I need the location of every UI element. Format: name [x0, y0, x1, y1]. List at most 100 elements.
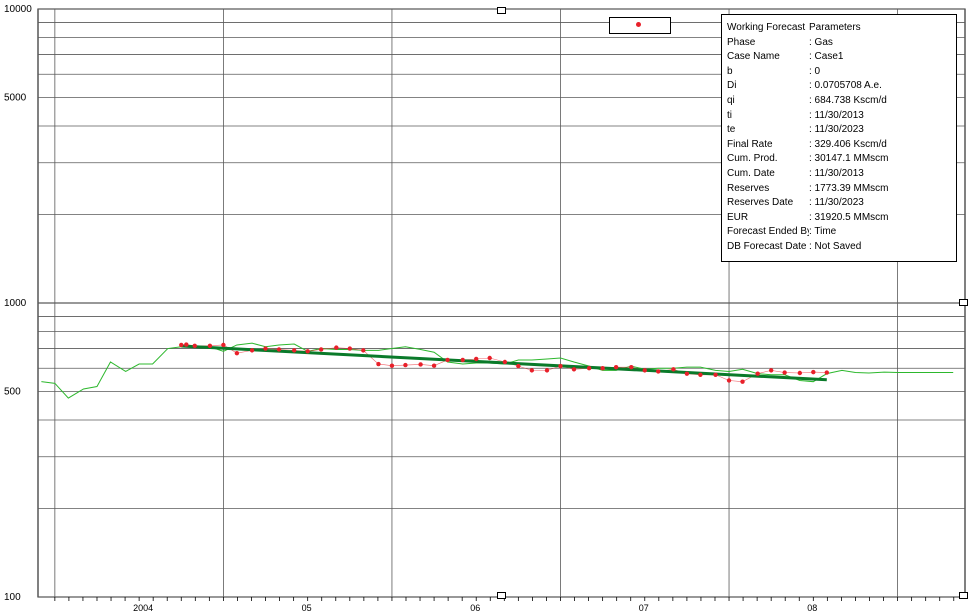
parameter-row: Reserves Date : 11/30/2023: [727, 196, 956, 211]
data-point: [544, 368, 550, 373]
data-point: [797, 370, 803, 376]
data-point: [487, 355, 492, 361]
parameter-row: EUR : 31920.5 MMscm: [727, 211, 956, 226]
data-point: [207, 343, 213, 349]
x-tick-label: 07: [639, 603, 649, 613]
parameter-value: : Time: [809, 226, 837, 238]
parameter-value: : 31920.5 MMscm: [809, 211, 889, 223]
parameter-value: : 1773.39 MMscm: [809, 182, 889, 194]
y-axis-ticks: 10000 5000 1000 500 100: [4, 4, 32, 603]
data-point: [418, 362, 423, 367]
data-point: [529, 368, 535, 373]
parameter-key: b: [727, 65, 733, 77]
data-point: [184, 342, 189, 347]
parameters-panel: Working Forecast Parameters Phase : Gas Ca…: [721, 14, 957, 262]
parameter-row: DB Forecast Date: Not Saved: [727, 240, 956, 255]
data-point: [221, 342, 226, 348]
legend-marker-icon: [636, 22, 641, 27]
parameter-row: Forecast Ended By: Time: [727, 225, 956, 240]
data-point: [502, 359, 508, 365]
y-tick-label: 5000: [4, 93, 27, 104]
parameters-header-key: Working Forecast: [727, 22, 806, 33]
parameter-key: Cum. Prod.: [727, 153, 778, 165]
points-connector-line: [181, 344, 827, 382]
data-point: [782, 370, 787, 375]
parameter-key: Reserves Date: [727, 197, 794, 209]
data-point: [474, 356, 479, 362]
parameter-row: b : 0: [727, 65, 956, 80]
data-point: [713, 372, 718, 377]
x-tick-label: 08: [807, 603, 817, 613]
parameters-header: Working Forecast Parameters: [727, 21, 956, 36]
data-point: [263, 346, 268, 351]
parameter-key: Case Name: [727, 51, 780, 63]
data-point: [276, 347, 282, 352]
data-point: [445, 357, 450, 363]
parameter-value: : 0: [809, 65, 821, 77]
x-tick-label: 2004: [133, 603, 153, 613]
data-point: [726, 378, 732, 383]
legend[interactable]: [609, 17, 671, 34]
parameter-key: Forecast Ended By: [727, 226, 809, 238]
parameter-value: : Gas: [809, 36, 833, 48]
data-point: [586, 366, 592, 371]
data-point: [403, 362, 408, 368]
parameter-key: Phase: [727, 36, 756, 48]
parameter-value: : 11/30/2013: [809, 109, 864, 121]
parameter-row: Di : 0.0705708 A.e.: [727, 79, 956, 94]
parameter-row: ti : 11/30/2013: [727, 109, 956, 124]
parameter-key: Di: [727, 80, 737, 92]
data-point: [192, 343, 197, 349]
data-point: [318, 347, 324, 352]
data-point: [347, 346, 353, 351]
x-axis-ticks: 2004 05 06 07 08: [133, 603, 817, 613]
parameter-row: te: 11/30/2023: [727, 123, 956, 138]
data-point: [768, 368, 774, 373]
parameter-value: : 30147.1 MMscm: [809, 153, 889, 165]
parameter-row: Cum. Prod. : 30147.1 MMscm: [727, 152, 956, 167]
parameter-value: : 329.406 Kscm/d: [809, 138, 887, 150]
data-point: [613, 364, 619, 370]
parameter-value: : 11/30/2023: [809, 124, 864, 136]
data-point: [571, 367, 577, 372]
data-point: [755, 371, 760, 376]
x-tick-label: 06: [470, 603, 480, 613]
data-point: [376, 361, 381, 367]
parameter-value: : 0.0705708 A.e.: [809, 80, 882, 92]
data-point: [179, 342, 184, 348]
parameter-key: EUR: [727, 211, 749, 223]
data-point: [684, 371, 690, 376]
data-point: [460, 357, 465, 363]
resize-handle-top[interactable]: [497, 7, 506, 14]
data-point: [234, 350, 240, 356]
parameter-value: : 11/30/2023: [809, 197, 864, 209]
parameter-row: Reserves : 1773.39 MMscm: [727, 182, 956, 197]
parameter-key: Cum. Date: [727, 167, 775, 179]
parameter-row: Phase : Gas: [727, 36, 956, 51]
data-point: [249, 348, 255, 353]
data-point: [389, 363, 395, 368]
y-tick-label: 100: [4, 592, 21, 603]
parameter-value: : Case1: [809, 51, 844, 63]
data-point: [558, 363, 563, 369]
parameter-key: Final Rate: [727, 138, 773, 150]
data-point: [629, 364, 634, 370]
data-point: [698, 372, 703, 377]
resize-handle-right[interactable]: [959, 299, 968, 306]
parameter-key: ti: [727, 109, 732, 121]
data-point: [361, 348, 366, 353]
data-point: [516, 363, 521, 369]
parameter-value: : Not Saved: [809, 240, 862, 252]
data-point: [334, 345, 339, 350]
resize-handle-corner[interactable]: [959, 592, 968, 599]
parameter-key: qi: [727, 94, 735, 106]
parameter-key: DB Forecast Date: [727, 240, 807, 252]
data-point: [291, 348, 297, 353]
resize-handle-bottom[interactable]: [497, 592, 506, 599]
parameter-key: Reserves: [727, 182, 770, 194]
data-point: [656, 369, 661, 374]
parameters-rows: Phase : Gas Case Name : Case1 b : 0 Di : 0.0705…: [727, 36, 956, 255]
data-point: [671, 367, 676, 372]
data-point: [431, 363, 437, 368]
